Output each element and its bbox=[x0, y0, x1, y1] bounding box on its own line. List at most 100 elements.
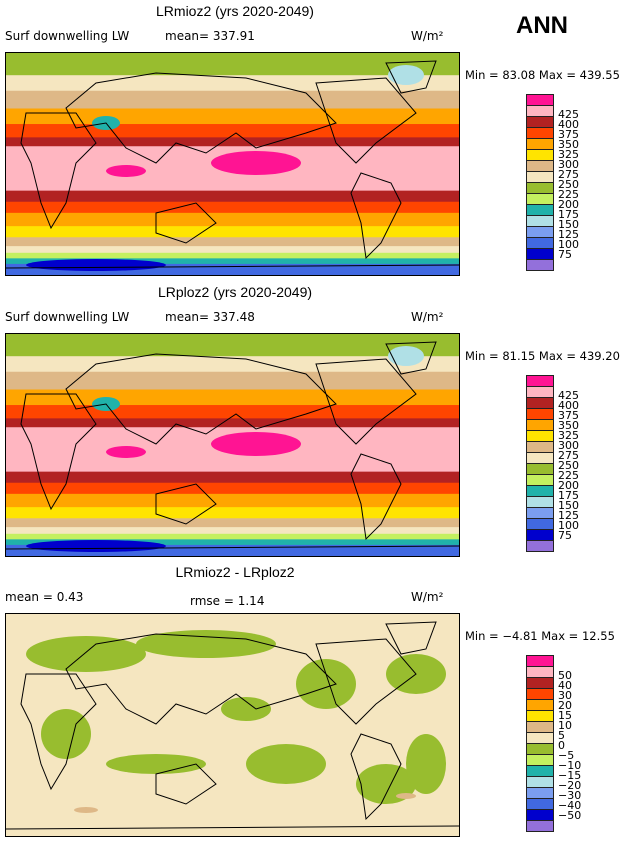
contour-band bbox=[6, 518, 459, 528]
colorbar-tick-label: 425 bbox=[558, 108, 579, 121]
coastline bbox=[20, 112, 97, 230]
contour-band bbox=[6, 237, 459, 247]
colorbar-tick-label: 150 bbox=[558, 218, 579, 231]
panel-title: LRmioz2 (yrs 2020-2049) bbox=[156, 3, 314, 19]
contour-band bbox=[6, 263, 459, 276]
coastline bbox=[5, 264, 462, 269]
colorbar-tick-label: 175 bbox=[558, 489, 579, 502]
positive-region bbox=[74, 807, 98, 813]
panel-title: LRploz2 (yrs 2020-2049) bbox=[157, 284, 313, 300]
max-region bbox=[106, 446, 146, 458]
negative-region bbox=[26, 636, 146, 672]
coastline bbox=[315, 358, 417, 445]
map-plot bbox=[5, 334, 462, 557]
colorbar-tick-label: 400 bbox=[558, 118, 579, 131]
colorbar bbox=[526, 94, 554, 271]
colorbar-tick-label: 350 bbox=[558, 138, 579, 151]
contour-band bbox=[6, 53, 459, 76]
colorbar-tick-label: 30 bbox=[558, 689, 572, 702]
min-max-label: Min = 83.08 Max = 439.55 bbox=[465, 68, 620, 82]
negative-region bbox=[406, 734, 446, 794]
coastline bbox=[350, 733, 402, 821]
contour-band bbox=[6, 334, 459, 357]
contour-band bbox=[6, 539, 459, 546]
contour-band bbox=[6, 201, 459, 214]
min-region bbox=[26, 259, 166, 271]
positive-region bbox=[396, 793, 416, 799]
variable-label: mean = 0.43 bbox=[5, 590, 84, 604]
contour-band bbox=[6, 108, 459, 125]
map-panel bbox=[5, 613, 462, 837]
coastline bbox=[155, 202, 217, 244]
contour-band bbox=[6, 418, 459, 428]
coastline bbox=[315, 77, 417, 164]
colorbar-tick-label: −20 bbox=[558, 779, 582, 792]
contour-band bbox=[6, 533, 459, 540]
contour-band bbox=[6, 90, 459, 109]
colorbar-tick-label: 40 bbox=[558, 679, 572, 692]
colorbar-tick-label: 15 bbox=[558, 709, 572, 722]
contour-band bbox=[6, 389, 459, 406]
colorbar-tick-label: 125 bbox=[558, 228, 579, 241]
colorbar-tick-label: 125 bbox=[558, 509, 579, 522]
mean-label: mean= 337.48 bbox=[165, 310, 255, 324]
colorbar-tick-label: 225 bbox=[558, 188, 579, 201]
colorbar-swatch bbox=[526, 259, 554, 271]
colorbar-tick-label: 100 bbox=[558, 519, 579, 532]
map-plot bbox=[5, 614, 462, 836]
colorbar-tick-label: 200 bbox=[558, 479, 579, 492]
panel-title: LRmioz2 - LRploz2 bbox=[175, 564, 295, 580]
contour-band bbox=[6, 212, 459, 227]
colorbar-tick-label: 350 bbox=[558, 419, 579, 432]
negative-region bbox=[296, 659, 356, 709]
colorbar bbox=[526, 655, 554, 832]
coastline bbox=[350, 453, 402, 541]
contour-band bbox=[6, 544, 459, 557]
contour-band bbox=[6, 371, 459, 390]
max-region bbox=[211, 151, 301, 175]
colorbar-swatch bbox=[526, 540, 554, 552]
contour-band bbox=[6, 246, 459, 254]
colorbar-tick-label: 250 bbox=[558, 459, 579, 472]
units-label: W/m² bbox=[411, 310, 444, 324]
coastline bbox=[385, 60, 437, 94]
colorbar-tick-label: 75 bbox=[558, 529, 572, 542]
mean-label: mean= 337.91 bbox=[165, 29, 255, 43]
colorbar-tick-label: 275 bbox=[558, 168, 579, 181]
colorbar bbox=[526, 375, 554, 552]
map-panel bbox=[5, 52, 462, 276]
contour-band bbox=[6, 252, 459, 259]
contour-band bbox=[6, 471, 459, 484]
negative-region bbox=[246, 744, 326, 784]
colorbar-tick-label: 100 bbox=[558, 238, 579, 251]
colorbar-tick-label: 75 bbox=[558, 248, 572, 261]
colorbar-tick-label: 300 bbox=[558, 158, 579, 171]
coastline bbox=[20, 673, 97, 791]
max-region bbox=[211, 432, 301, 456]
colorbar-tick-label: 375 bbox=[558, 409, 579, 422]
coastline bbox=[65, 72, 337, 164]
contour-band bbox=[6, 258, 459, 265]
units-label: W/m² bbox=[411, 29, 444, 43]
colorbar-tick-label: 400 bbox=[558, 399, 579, 412]
colorbar-tick-label: −50 bbox=[558, 809, 582, 822]
colorbar-tick-label: 150 bbox=[558, 499, 579, 512]
negative-region bbox=[221, 697, 271, 721]
map-plot bbox=[5, 53, 462, 276]
coastline bbox=[385, 621, 437, 655]
coastline bbox=[20, 393, 97, 511]
colorbar-tick-label: −30 bbox=[558, 789, 582, 802]
greenland-region bbox=[388, 346, 424, 366]
coastline bbox=[65, 353, 337, 445]
colorbar-tick-label: 300 bbox=[558, 439, 579, 452]
max-region bbox=[106, 165, 146, 177]
contour-band bbox=[6, 507, 459, 519]
contour-band bbox=[6, 226, 459, 238]
colorbar-swatch bbox=[526, 820, 554, 832]
coastline bbox=[315, 638, 417, 725]
contour-band bbox=[6, 137, 459, 147]
contour-band bbox=[6, 124, 459, 138]
coastline bbox=[350, 172, 402, 260]
colorbar-tick-label: 275 bbox=[558, 449, 579, 462]
